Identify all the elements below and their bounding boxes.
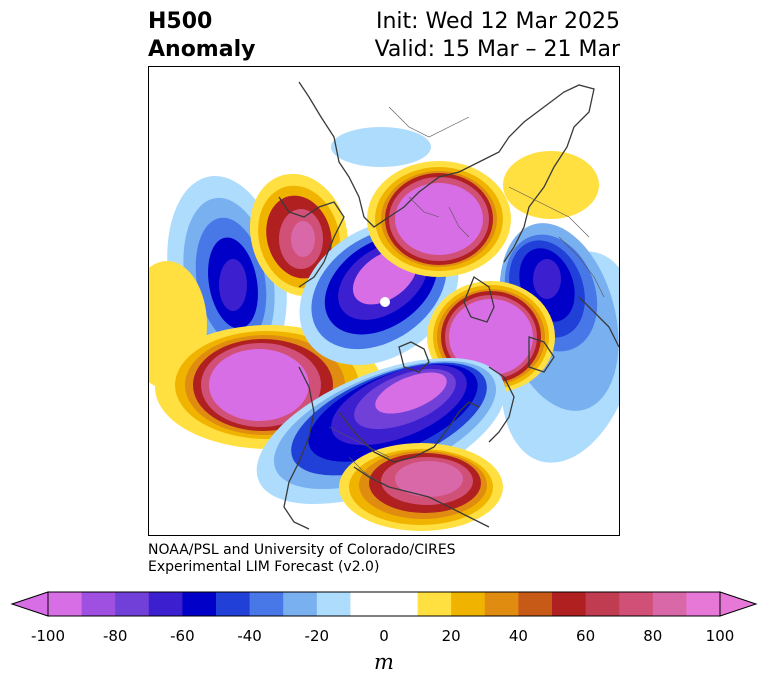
colorbar-cell (216, 592, 251, 616)
country-borders (328, 106, 605, 483)
plot-title-right: Init: Wed 12 Mar 2025 Valid: 15 Mar – 21… (375, 8, 620, 64)
colorbar-under-arrow (10, 591, 49, 617)
credit-text: NOAA/PSL and University of Colorado/CIRE… (148, 542, 456, 576)
colorbar-cell (619, 592, 654, 616)
colorbar-tick-label: 20 (441, 627, 461, 645)
colorbar-cell (182, 592, 217, 616)
colorbar-cell (316, 592, 351, 616)
colorbar (10, 591, 758, 617)
title-field: Anomaly (148, 37, 256, 62)
colorbar-cell (148, 592, 183, 616)
title-variable: H500 (148, 9, 213, 34)
colorbar-cell (283, 592, 318, 616)
colorbar-outline (47, 591, 721, 617)
colorbar-tick-label: -80 (102, 627, 128, 645)
colorbar-cell (350, 592, 419, 616)
colorbar-cells (48, 592, 721, 616)
positive-anomaly-southeast-us (339, 443, 503, 531)
colorbar-unit-label: m (374, 650, 394, 674)
plot-title-left: H500 Anomaly (148, 8, 255, 64)
colorbar-cell (451, 592, 486, 616)
map-canvas (149, 81, 619, 531)
colorbar-tick-label: 80 (643, 627, 663, 645)
colorbar-cell (652, 592, 687, 616)
anomaly-map (148, 66, 620, 536)
colorbar-cell (249, 592, 284, 616)
colorbar-cell (115, 592, 150, 616)
colorbar-tick-label: 60 (576, 627, 596, 645)
colorbar-cell (518, 592, 553, 616)
colorbar-tick-label: -40 (237, 627, 262, 645)
colorbar-tick-label: -60 (170, 627, 195, 645)
colorbar-cell (585, 592, 620, 616)
init-date: Init: Wed 12 Mar 2025 (375, 9, 620, 34)
colorbar-over-arrow (719, 591, 758, 617)
credit-line-2: Experimental LIM Forecast (v2.0) (148, 559, 380, 575)
colorbar-cell (552, 592, 587, 616)
colorbar-tick-label: -20 (304, 627, 330, 645)
colorbar-cell (484, 592, 519, 616)
positive-fringe-east-asia (503, 151, 599, 219)
colorbar-tick-label: -100 (30, 627, 66, 645)
valid-range: Valid: 15 Mar – 21 Mar (374, 37, 620, 62)
positive-anomaly-eurasia (367, 161, 511, 277)
negative-anomaly-north-america (256, 357, 506, 505)
colorbar-cell (417, 592, 452, 616)
colorbar-cell (81, 592, 116, 616)
colorbar-cell (686, 592, 721, 616)
colorbar-cell (48, 592, 83, 616)
colorbar-tick-label: 0 (379, 627, 389, 645)
colorbar-tick-label: 100 (705, 627, 735, 645)
coastlines (278, 81, 619, 530)
credit-line-1: NOAA/PSL and University of Colorado/CIRE… (148, 542, 456, 558)
colorbar-tick-label: 40 (508, 627, 528, 645)
